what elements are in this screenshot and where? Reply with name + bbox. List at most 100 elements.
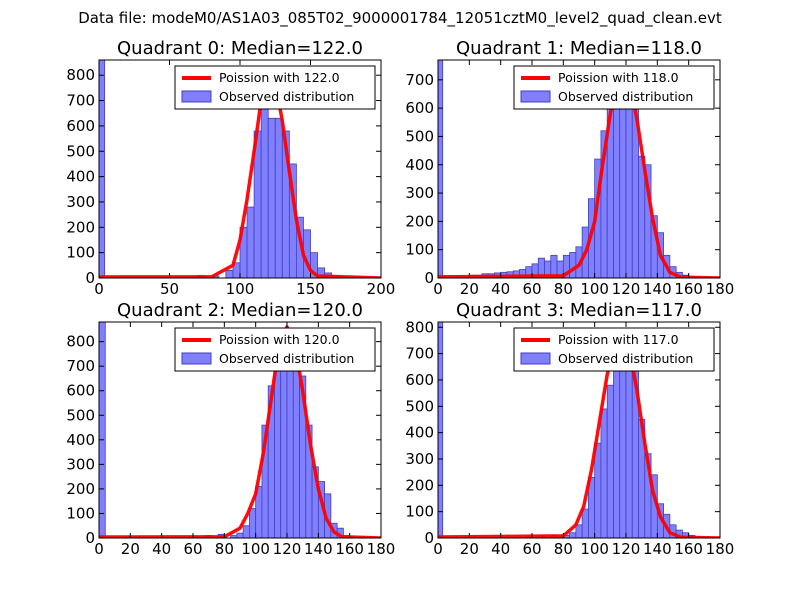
quadrant-3-xtick-label: 180	[706, 540, 735, 558]
quadrant-2-histogram-bar	[274, 365, 282, 538]
quadrant-3-ytick-label: 700	[405, 345, 434, 363]
quadrant-3-histogram-bar	[569, 532, 577, 538]
quadrant-0-xtick-label: 50	[160, 280, 179, 298]
quadrant-0-histogram-bar	[267, 117, 276, 278]
quadrant-3-histogram-bar	[438, 322, 444, 538]
quadrant-1-ytick-label: 0	[424, 269, 434, 287]
quadrant-1-histogram-bar	[569, 252, 577, 278]
quadrant-2-ytick-label: 600	[66, 382, 95, 400]
quadrant-2-xtick-label: 120	[273, 540, 302, 558]
figure-suptitle: Data file: modeM0/AS1A03_085T02_90000017…	[78, 9, 722, 28]
quadrant-1-ytick-label: 600	[405, 99, 434, 117]
quadrant-2-xtick-label: 140	[304, 540, 333, 558]
quadrant-2-xtick-label: 20	[121, 540, 140, 558]
quadrant-2-histogram-bar	[236, 532, 244, 538]
quadrant-3-xtick-label: 120	[612, 540, 641, 558]
quadrant-0-histogram-bar	[225, 269, 234, 278]
legend-entry-observed: Observed distribution	[219, 89, 354, 104]
quadrant-3-ytick-label: 800	[405, 318, 434, 336]
quadrant-2-ytick-label: 300	[66, 455, 95, 473]
quadrant-2-panel: Quadrant 2: Median=120.00 20 40 60 80 100 120 1…	[66, 300, 395, 558]
quadrant-3-xtick-label: 60	[522, 540, 541, 558]
quadrant-0-histogram-bar	[260, 95, 269, 278]
quadrant-1-histogram-bar	[619, 79, 627, 278]
quadrant-3-histogram-bar	[575, 524, 583, 538]
quadrant-1-xtick-label: 80	[554, 280, 573, 298]
quadrant-1-ytick-label: 300	[405, 184, 434, 202]
quadrant-3-xtick-label: 80	[554, 540, 573, 558]
quadrant-3-xtick-label: 160	[674, 540, 703, 558]
quadrant-3-histogram-bar	[606, 384, 614, 538]
quadrant-2-histogram-bar	[242, 525, 250, 538]
quadrant-1-xtick-label: 140	[643, 280, 672, 298]
quadrant-3-xtick-label: 0	[433, 540, 443, 558]
quadrant-0-xtick-label: 0	[94, 280, 104, 298]
quadrant-1-ytick-label: 700	[405, 71, 434, 89]
quadrant-3-legend: Poission with 117.0 Observed distribution	[513, 327, 715, 372]
legend-entry-observed: Observed distribution	[219, 351, 354, 366]
quadrant-0-histogram-bar	[310, 252, 318, 278]
quadrant-2-ytick-label: 200	[66, 480, 95, 498]
quadrant-0-panel: Quadrant 0: Median=122.0 0 50 100 150 200 0 100…	[66, 38, 395, 298]
quadrant-2-ytick-label: 700	[66, 357, 95, 375]
legend-entry-observed: Observed distribution	[558, 351, 693, 366]
quadrant-1-title: Quadrant 1: Median=118.0	[456, 38, 702, 59]
quadrant-1-histogram-bar	[438, 60, 444, 278]
quadrant-0-histogram-bar	[246, 206, 255, 278]
quadrant-0-xtick-label: 150	[296, 280, 325, 298]
quadrant-1-xtick-label: 180	[706, 280, 735, 298]
legend-patch-swatch	[520, 90, 551, 103]
quadrant-2-ytick-label: 800	[66, 333, 95, 351]
quadrant-0-histogram-bar	[99, 60, 106, 278]
quadrant-3-ytick-label: 100	[405, 503, 434, 521]
quadrant-1-xtick-label: 120	[612, 280, 641, 298]
panels-container: Quadrant 0: Median=122.00 50 100 150 2000100…	[66, 38, 734, 558]
quadrant-2-xtick-label: 180	[367, 540, 396, 558]
quadrant-2-histogram-bar	[99, 322, 106, 538]
quadrant-1-legend: Poission with 118.0 Observed distribution	[513, 65, 715, 110]
quadrant-3-histogram-bar	[625, 366, 633, 538]
quadrant-2-ytick-label: 400	[66, 431, 95, 449]
quadrant-0-ytick-label: 800	[66, 66, 95, 84]
quadrant-2-histogram-bar	[280, 348, 288, 538]
quadrant-3-histogram-bar	[613, 342, 621, 538]
quadrant-3-ytick-label: 200	[405, 476, 434, 494]
legend-entry-observed: Observed distribution	[558, 89, 693, 104]
quadrant-1-ytick-label: 400	[405, 156, 434, 174]
quadrant-1-xtick-label: 100	[580, 280, 609, 298]
quadrant-0-ytick-label: 600	[66, 117, 95, 135]
quadrant-0-histogram-bar	[274, 117, 283, 278]
legend-entry-poisson: Poission with 117.0	[558, 332, 679, 347]
quadrant-2-ytick-label: 0	[85, 529, 95, 547]
quadrant-2-xtick-label: 160	[335, 540, 364, 558]
quadrant-1-xtick-label: 160	[674, 280, 703, 298]
quadrant-2-xtick-label: 60	[183, 540, 202, 558]
quadrant-1-ytick-label: 100	[405, 241, 434, 259]
quadrant-1-axes-frame	[437, 59, 721, 279]
quadrant-3-panel: Quadrant 3: Median=117.00 20 40 60 80 100 120 1…	[405, 300, 734, 558]
legend-entry-poisson: Poission with 120.0	[219, 332, 340, 347]
legend-box	[513, 65, 715, 110]
quadrant-2-xtick-label: 40	[152, 540, 171, 558]
quadrant-3-xtick-label: 100	[580, 540, 609, 558]
quadrant-2-histogram-bar	[248, 508, 257, 538]
quadrant-0-ytick-label: 500	[66, 142, 95, 160]
quadrant-0-ytick-label: 200	[66, 218, 95, 236]
quadrant-3-histogram-bar	[581, 508, 589, 538]
quadrant-1-xtick-label: 0	[433, 280, 443, 298]
quadrant-3-axes-frame	[437, 321, 721, 539]
quadrant-1-xtick-label: 60	[522, 280, 541, 298]
quadrant-1-xtick-label: 40	[491, 280, 510, 298]
quadrant-0-xtick-label: 100	[226, 280, 255, 298]
quadrant-0-legend: Poission with 122.0 Observed distribution	[174, 65, 376, 110]
quadrant-3-xtick-label: 40	[491, 540, 510, 558]
quadrant-3-xtick-label: 140	[643, 540, 672, 558]
quadrant-2-xtick-label: 100	[241, 540, 270, 558]
quadrant-0-ytick-label: 400	[66, 168, 95, 186]
quadrant-2-axes-frame	[98, 321, 382, 539]
quadrant-3-ytick-label: 600	[405, 371, 434, 389]
quadrant-0-ytick-label: 300	[66, 193, 95, 211]
quadrant-3-histogram-bar	[600, 408, 608, 538]
quadrant-2-xtick-label: 80	[215, 540, 234, 558]
